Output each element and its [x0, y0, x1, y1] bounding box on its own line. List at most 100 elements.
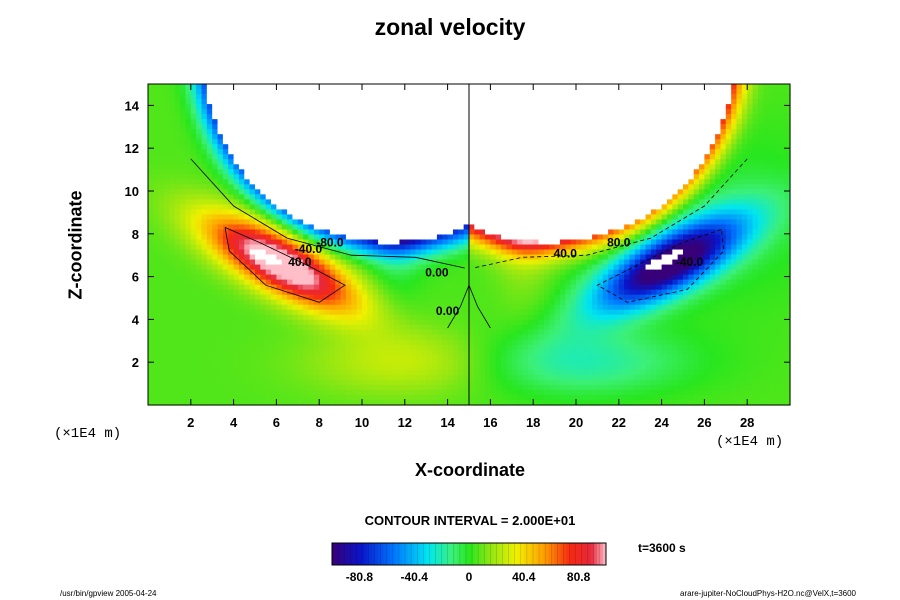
field-cell	[372, 149, 379, 155]
field-cell	[485, 314, 491, 321]
field-cell	[308, 369, 315, 376]
field-cell	[527, 364, 534, 371]
field-cell	[362, 184, 368, 190]
field-cell	[399, 389, 406, 396]
field-cell	[287, 299, 294, 306]
field-cell	[324, 279, 331, 286]
field-cell	[265, 304, 272, 311]
field-cell	[249, 114, 256, 120]
field-cell	[201, 349, 208, 356]
field-cell	[442, 229, 449, 236]
field-cell	[383, 344, 390, 351]
field-cell	[367, 379, 374, 386]
field-cell	[383, 324, 390, 331]
field-cell	[372, 254, 379, 261]
field-cell	[174, 219, 181, 226]
field-cell	[436, 114, 443, 120]
field-cell	[356, 224, 363, 231]
field-cell	[174, 99, 181, 105]
field-cell	[249, 304, 256, 311]
field-cell	[212, 149, 219, 155]
field-cell	[164, 314, 170, 321]
field-cell	[410, 189, 417, 195]
field-cell	[501, 274, 508, 281]
field-cell	[511, 319, 518, 326]
field-cell	[543, 374, 550, 381]
field-cell	[485, 144, 491, 150]
field-cell	[169, 374, 176, 381]
field-cell	[249, 104, 256, 110]
field-cell	[431, 164, 438, 170]
field-cell	[479, 169, 486, 175]
field-cell	[533, 234, 540, 241]
field-cell	[511, 229, 518, 236]
field-cell	[190, 199, 197, 205]
field-cell	[378, 394, 384, 401]
field-cell	[158, 214, 165, 221]
field-cell	[174, 324, 181, 331]
field-cell	[394, 179, 401, 185]
field-cell	[538, 164, 545, 170]
field-cell	[538, 399, 545, 406]
field-cell	[458, 329, 465, 336]
field-cell	[158, 279, 165, 286]
field-cell	[313, 314, 320, 321]
field-cell	[169, 369, 176, 376]
field-cell	[447, 89, 454, 95]
field-cell	[287, 274, 294, 281]
field-cell	[244, 289, 251, 296]
field-cell	[265, 324, 272, 331]
field-cell	[271, 369, 277, 376]
field-cell	[292, 189, 299, 195]
field-cell	[185, 84, 192, 90]
field-cell	[228, 134, 235, 140]
field-cell	[180, 359, 187, 366]
field-cell	[169, 124, 176, 130]
field-cell	[527, 169, 534, 175]
field-cell	[527, 359, 534, 366]
field-cell	[559, 334, 566, 341]
field-cell	[490, 274, 497, 281]
field-cell	[287, 384, 294, 391]
field-cell	[265, 389, 272, 396]
field-cell	[303, 344, 310, 351]
field-cell	[164, 229, 170, 236]
field-cell	[206, 324, 213, 331]
field-cell	[340, 304, 347, 311]
field-cell	[153, 259, 160, 266]
field-cell	[442, 224, 449, 231]
field-cell	[447, 184, 454, 190]
field-cell	[244, 304, 251, 311]
field-cell	[319, 259, 326, 266]
field-cell	[538, 209, 545, 216]
field-cell	[506, 189, 513, 195]
field-cell	[212, 159, 219, 165]
field-cell	[420, 174, 427, 180]
field-cell	[474, 249, 481, 256]
field-cell	[522, 294, 529, 301]
field-cell	[549, 89, 556, 95]
field-cell	[271, 159, 277, 165]
field-cell	[287, 189, 294, 195]
field-cell	[394, 284, 401, 291]
field-cell	[351, 354, 358, 361]
field-cell	[522, 279, 529, 286]
field-cell	[281, 324, 288, 331]
field-cell	[324, 129, 331, 135]
field-cell	[469, 169, 475, 175]
field-cell	[426, 139, 433, 145]
field-cell	[238, 399, 245, 406]
field-cell	[244, 179, 251, 185]
field-cell	[447, 129, 454, 135]
field-cell	[228, 89, 235, 95]
field-cell	[399, 89, 406, 95]
field-cell	[474, 239, 481, 246]
field-cell	[447, 254, 454, 261]
field-cell	[185, 229, 192, 236]
field-cell	[313, 139, 320, 145]
field-cell	[174, 104, 181, 110]
field-cell	[249, 124, 256, 130]
field-cell	[559, 279, 566, 286]
field-cell	[485, 119, 491, 125]
field-cell	[527, 144, 534, 150]
